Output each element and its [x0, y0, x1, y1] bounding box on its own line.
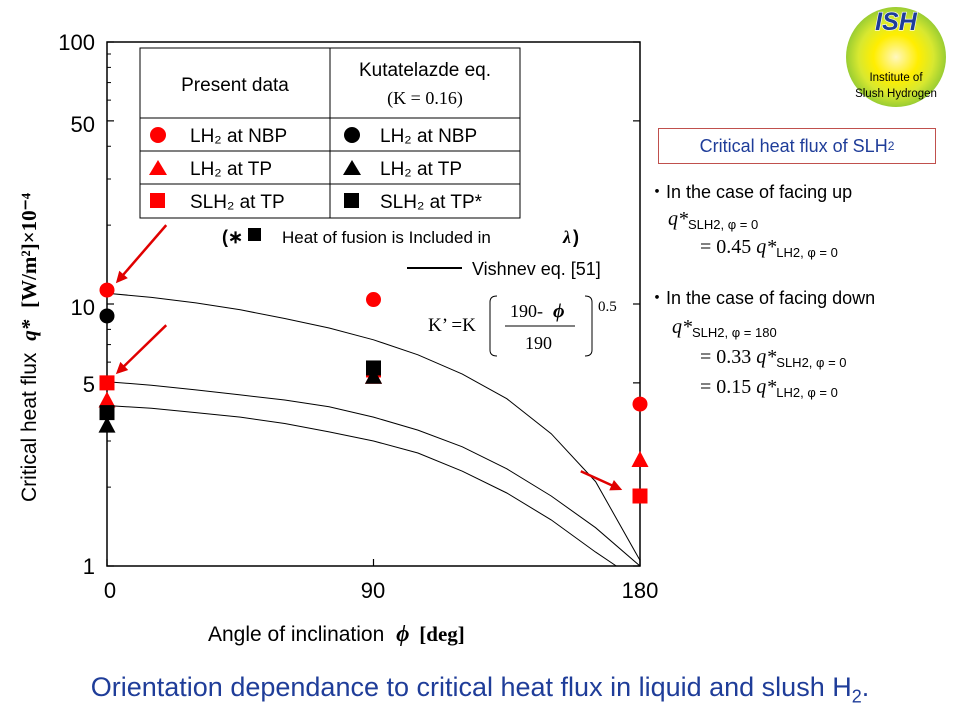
legend-marker-red-square — [150, 193, 165, 208]
svg-text:λ: λ — [562, 227, 571, 247]
data-point — [631, 450, 649, 467]
facing-down-rhs-1: = 0.33 q*SLH2, φ = 0 — [700, 346, 847, 370]
data-point — [99, 308, 115, 324]
ish-logo: ISH Institute of Slush Hydrogen — [846, 7, 946, 107]
y-tick-label: 10 — [71, 295, 95, 320]
annotation-arrows — [115, 224, 623, 491]
data-point — [632, 488, 648, 504]
data-point — [98, 391, 116, 408]
facing-up-rhs: = 0.45 q*LH2, φ = 0 — [700, 236, 838, 260]
red-arrow-head — [115, 361, 129, 375]
legend-label: LH₂ at NBP — [190, 126, 287, 147]
x-tick-label: 0 — [104, 578, 116, 603]
svg-text:): ) — [573, 227, 579, 247]
svg-text:190: 190 — [525, 333, 552, 353]
y-tick-label: 5 — [83, 372, 95, 397]
legend-header-present: Present data — [181, 75, 289, 96]
legend-marker-black-circle — [344, 127, 360, 143]
legend-header-k-value: (K = 0.16) — [387, 88, 463, 109]
y-tick-label: 100 — [58, 30, 95, 55]
red-arrow-head — [115, 270, 128, 284]
x-tick-label: 180 — [622, 578, 659, 603]
data-point — [632, 396, 648, 412]
vishnev-curves — [106, 292, 641, 567]
svg-text:190-: 190- — [510, 301, 543, 321]
data-point — [365, 367, 382, 384]
red-arrow — [122, 324, 168, 368]
data-point — [99, 375, 115, 391]
data-point — [98, 416, 116, 433]
legend-label: LH₂ at TP — [380, 159, 462, 180]
svg-text:ISH: ISH — [875, 8, 918, 36]
k-prime-formula: K’ =K 190- ϕ 190 0.5 — [428, 295, 617, 357]
data-point — [99, 282, 115, 298]
vishnev-legend-label: Vishnev eq. [51] — [472, 259, 601, 279]
y-tick-label: 1 — [83, 554, 95, 579]
vishnev-curve — [106, 405, 617, 567]
legend-label: SLH₂ at TP* — [380, 192, 483, 213]
legend-marker-red-triangle — [149, 160, 167, 175]
critical-heat-flux-title-box: Critical heat flux of SLH 2 — [658, 128, 936, 164]
slide-caption: Orientation dependance to critical heat … — [90, 672, 870, 707]
red-arrow — [121, 224, 168, 277]
vishnev-curve — [106, 292, 641, 561]
facing-up-heading: ・In the case of facing up — [648, 182, 853, 202]
svg-text:(∗: (∗ — [222, 227, 243, 247]
facing-down-heading: ・In the case of facing down — [648, 288, 876, 308]
legend-header-kutatelazde: Kutatelazde eq. — [359, 60, 491, 81]
x-tick-label: 90 — [361, 578, 385, 603]
svg-text:Heat of fusion is Included in: Heat of fusion is Included in — [282, 228, 491, 247]
svg-text:0.5: 0.5 — [598, 299, 617, 315]
red-arrow — [580, 470, 614, 487]
legend-label: LH₂ at TP — [190, 159, 272, 180]
data-point — [366, 360, 381, 376]
facing-up-lhs: q*SLH2, φ = 0 — [668, 208, 759, 232]
legend-table: Present data Kutatelazde eq. (K = 0.16) … — [139, 47, 521, 219]
svg-text:Institute of: Institute of — [869, 72, 923, 84]
legend-marker-red-circle — [150, 127, 166, 143]
data-point — [99, 405, 115, 421]
data-point — [366, 292, 381, 308]
legend-label: SLH₂ at TP — [190, 192, 285, 213]
facing-down-rhs-2: = 0.15 q*LH2, φ = 0 — [700, 376, 838, 400]
data-markers — [98, 282, 649, 504]
y-tick-label: 50 — [71, 112, 95, 137]
legend-footnote: (∗ Heat of fusion is Included in λ ) — [222, 227, 579, 247]
legend-marker-black-square — [344, 193, 359, 208]
svg-text:K’ =K: K’ =K — [428, 315, 476, 336]
vishnev-curve — [106, 381, 641, 567]
facing-down-lhs: q*SLH2, φ = 180 — [672, 316, 777, 340]
svg-text:ϕ: ϕ — [553, 300, 565, 322]
legend-marker-black-triangle — [343, 160, 361, 175]
legend-label: LH₂ at NBP — [380, 126, 477, 147]
svg-text:Slush Hydrogen: Slush Hydrogen — [855, 88, 937, 100]
red-arrow-head — [609, 480, 623, 491]
y-axis-label: Critical heat flux q* [W/m²]×10⁻⁴ — [17, 192, 41, 502]
x-axis-label: Angle of inclination ϕ [deg] — [208, 621, 465, 646]
